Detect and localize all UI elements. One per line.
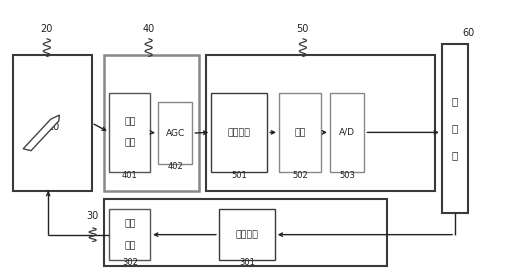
Text: 控: 控	[452, 96, 458, 106]
Text: 信号发生: 信号发生	[235, 230, 259, 239]
Text: 302: 302	[122, 258, 138, 266]
Text: 502: 502	[292, 171, 307, 180]
Text: 50: 50	[297, 24, 309, 34]
Text: 积分: 积分	[294, 128, 305, 137]
Bar	[158, 102, 192, 164]
Bar	[279, 93, 321, 172]
Bar	[219, 209, 275, 260]
Text: 401: 401	[122, 171, 137, 180]
Bar	[13, 55, 92, 191]
Text: 多路: 多路	[124, 219, 135, 228]
Text: 501: 501	[232, 171, 247, 180]
Text: 40: 40	[143, 24, 155, 34]
Text: 多路: 多路	[124, 117, 135, 126]
Text: 开关: 开关	[124, 241, 135, 250]
Text: 开关: 开关	[124, 139, 135, 148]
Polygon shape	[23, 115, 60, 151]
Text: 20: 20	[41, 24, 53, 34]
Text: 503: 503	[339, 171, 355, 180]
Bar	[211, 93, 267, 172]
Text: AGC: AGC	[165, 129, 185, 138]
Bar	[442, 44, 468, 213]
Bar	[104, 199, 387, 266]
Bar	[206, 55, 435, 191]
Text: 部: 部	[452, 151, 458, 161]
Text: 60: 60	[462, 28, 474, 38]
Bar	[109, 209, 150, 260]
Text: A/D: A/D	[339, 128, 355, 137]
Text: 30: 30	[87, 211, 99, 221]
Text: 301: 301	[239, 258, 255, 266]
Text: 10: 10	[48, 122, 61, 132]
Text: 402: 402	[167, 162, 183, 171]
Text: 制: 制	[452, 123, 458, 133]
Bar	[330, 93, 364, 172]
Bar	[109, 93, 150, 172]
Text: 信号处理: 信号处理	[228, 128, 251, 137]
Bar	[104, 55, 199, 191]
